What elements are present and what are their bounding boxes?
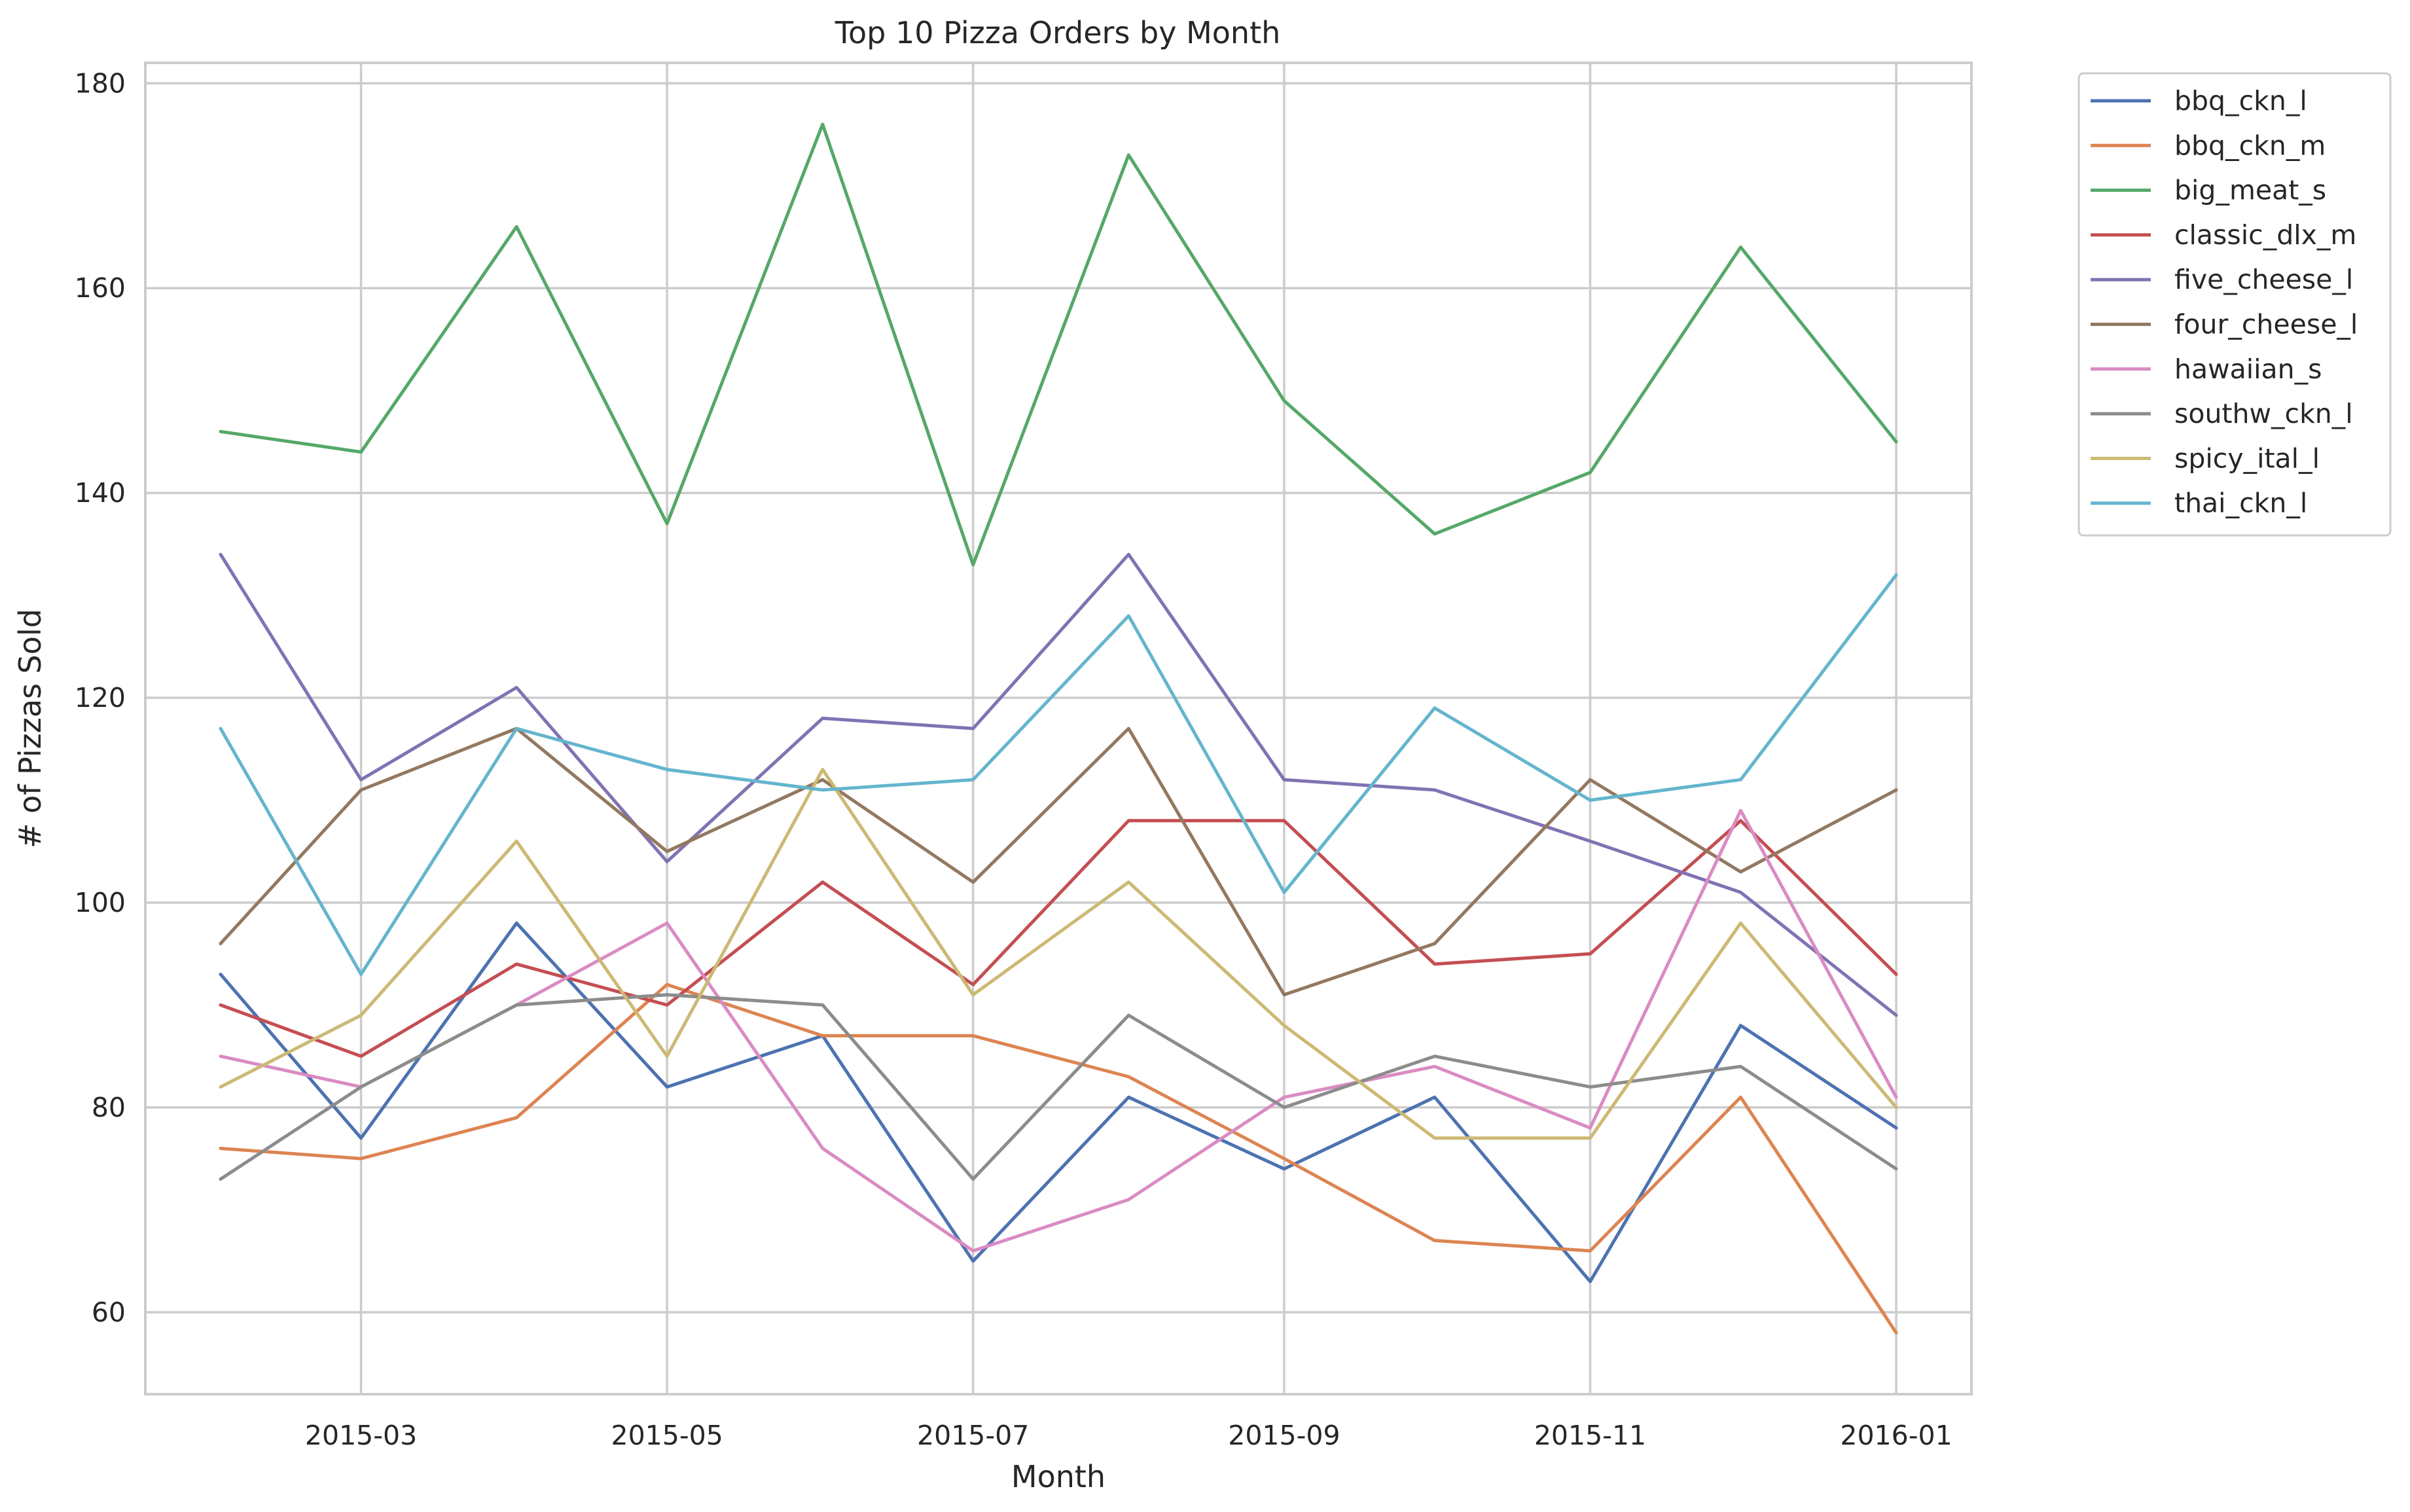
y-axis: 60 80 100 120 140 160 180 <box>75 67 126 1328</box>
plot-frame <box>144 62 1973 1395</box>
series-line-bbq_ckn_m <box>219 982 1898 1335</box>
y-tick-label: 100 <box>75 887 126 918</box>
legend-label-bbq_ckn_l: bbq_ckn_l <box>2174 85 2307 117</box>
y-tick-label: 140 <box>75 477 126 509</box>
series-line-four_cheese_l <box>219 727 1898 997</box>
legend-label-thai_ckn_l: thai_ckn_l <box>2174 488 2307 519</box>
legend-label-bbq_ckn_m: bbq_ckn_m <box>2174 130 2326 161</box>
x-tick-label: 2016-01 <box>1840 1420 1952 1451</box>
x-tick-label: 2015-09 <box>1228 1420 1340 1451</box>
legend-label-big_meat_s: big_meat_s <box>2174 175 2326 206</box>
legend-label-southw_ckn_l: southw_ckn_l <box>2174 398 2353 429</box>
chart-title: Top 10 Pizza Orders by Month <box>835 15 1281 50</box>
legend-frame <box>2077 72 2392 537</box>
legend-items: bbq_ckn_l bbq_ckn_m big_meat_s classic_dlx_… <box>2091 85 2358 519</box>
legend-label-five_cheese_l: five_cheese_l <box>2174 264 2353 295</box>
y-tick-label: 160 <box>75 272 126 304</box>
y-axis-title: # of Pizzas Sold <box>12 609 48 848</box>
legend-label-spicy_ital_l: spicy_ital_l <box>2174 442 2320 474</box>
legend-label-classic_dlx_m: classic_dlx_m <box>2174 219 2356 251</box>
plot-area <box>145 63 1971 1394</box>
series-line-southw_ckn_l <box>219 993 1898 1181</box>
series-line-big_meat_s <box>219 122 1898 567</box>
y-tick-label: 60 <box>92 1297 126 1328</box>
y-tick-label: 120 <box>75 682 126 713</box>
legend-label-hawaiian_s: hawaiian_s <box>2174 353 2322 385</box>
series-line-spicy_ital_l <box>219 768 1898 1140</box>
x-tick-label: 2015-11 <box>1534 1420 1646 1451</box>
legend: bbq_ckn_l bbq_ckn_m big_meat_s classic_dlx_… <box>2077 72 2392 537</box>
x-axis: 2015-03 2015-05 2015-07 2015-09 2015-11 2016-… <box>305 1420 1952 1451</box>
series-line-five_cheese_l <box>219 552 1898 1017</box>
y-tick-label: 80 <box>92 1092 126 1123</box>
x-axis-title: Month <box>1011 1459 1106 1494</box>
x-tick-label: 2015-07 <box>917 1420 1029 1451</box>
x-tick-label: 2015-05 <box>611 1420 723 1451</box>
series-line-thai_ckn_l <box>219 573 1898 976</box>
x-tick-label: 2015-03 <box>305 1420 417 1451</box>
y-tick-label: 180 <box>75 67 126 99</box>
legend-label-four_cheese_l: four_cheese_l <box>2174 309 2358 340</box>
series-line-classic_dlx_m <box>219 819 1898 1058</box>
series-lines <box>219 122 1898 1335</box>
series-line-bbq_ckn_l <box>219 921 1898 1284</box>
